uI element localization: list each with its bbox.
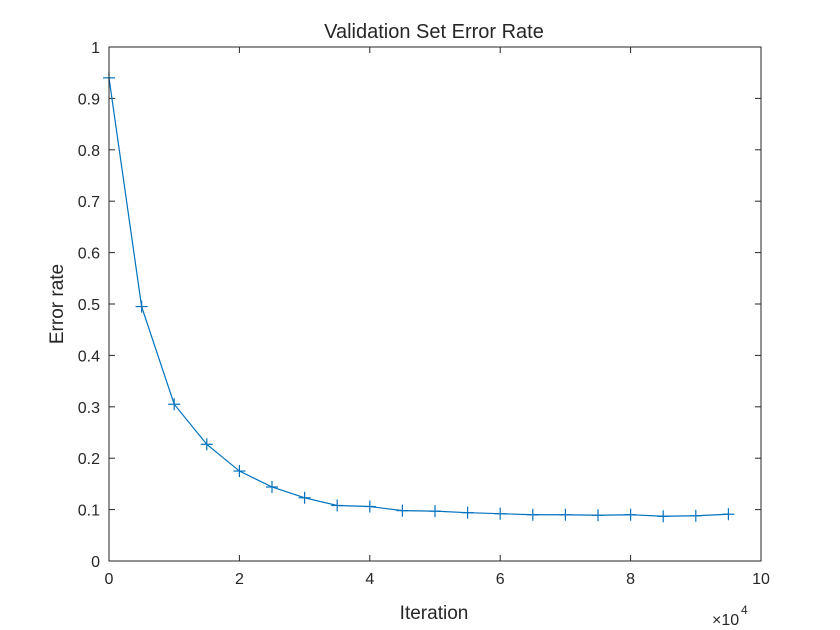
x-exponent-power: 4 [741, 603, 748, 617]
x-exponent-label: ×10 4 [712, 603, 748, 629]
x-tick-label: 2 [235, 571, 244, 588]
data-point-marker [200, 438, 213, 451]
data-point-marker [559, 508, 572, 521]
data-point-marker [168, 398, 181, 411]
y-tick-label: 0.7 [78, 194, 100, 211]
x-tick-label: 4 [365, 571, 374, 588]
x-axis-title: Iteration [400, 603, 469, 624]
data-point-marker [592, 509, 604, 522]
y-tick-label: 0.1 [78, 503, 100, 520]
y-tick-label: 0.2 [78, 451, 100, 468]
data-point-marker [396, 504, 409, 517]
y-tick-label: 0.5 [78, 297, 100, 314]
data-point-marker [689, 509, 702, 522]
y-tick-label: 0 [91, 554, 100, 571]
data-point-marker [331, 499, 344, 512]
data-point-marker [526, 508, 539, 521]
data-point-marker [722, 508, 735, 521]
data-point-marker [624, 508, 637, 521]
x-tick-label: 8 [626, 571, 635, 588]
y-tick-label: 0.8 [78, 143, 100, 160]
data-point-marker [298, 491, 311, 504]
x-tick-label: 6 [496, 571, 505, 588]
data-point-marker [657, 510, 670, 523]
data-point-marker [429, 505, 441, 518]
x-tick-label: 10 [752, 571, 770, 588]
y-tick-label: 0.6 [78, 246, 100, 263]
data-point-marker [363, 500, 376, 513]
data-point-marker [233, 465, 246, 478]
data-point-marker [266, 480, 278, 493]
data-point-marker [461, 506, 474, 519]
y-tick-label: 1 [91, 40, 100, 57]
axis-tick-labels: 0 2 4 6 8 10 0 0.1 0.2 0.3 0.4 0.5 0.6 0.7 0.8 0.9 1 [78, 40, 770, 588]
chart-title: Validation Set Error Rate [324, 21, 544, 43]
x-tick-label: 0 [105, 571, 114, 588]
y-axis-title: Error rate [47, 264, 68, 344]
y-tick-label: 0.3 [78, 400, 100, 417]
x-exponent-base: ×10 [712, 612, 739, 629]
y-tick-label: 0.9 [78, 91, 100, 108]
y-tick-label: 0.4 [78, 348, 100, 365]
data-point-marker [135, 300, 148, 313]
series-layer [103, 71, 735, 523]
data-point-marker [494, 507, 507, 520]
axes-box [108, 46, 762, 562]
plot-area [109, 47, 761, 561]
